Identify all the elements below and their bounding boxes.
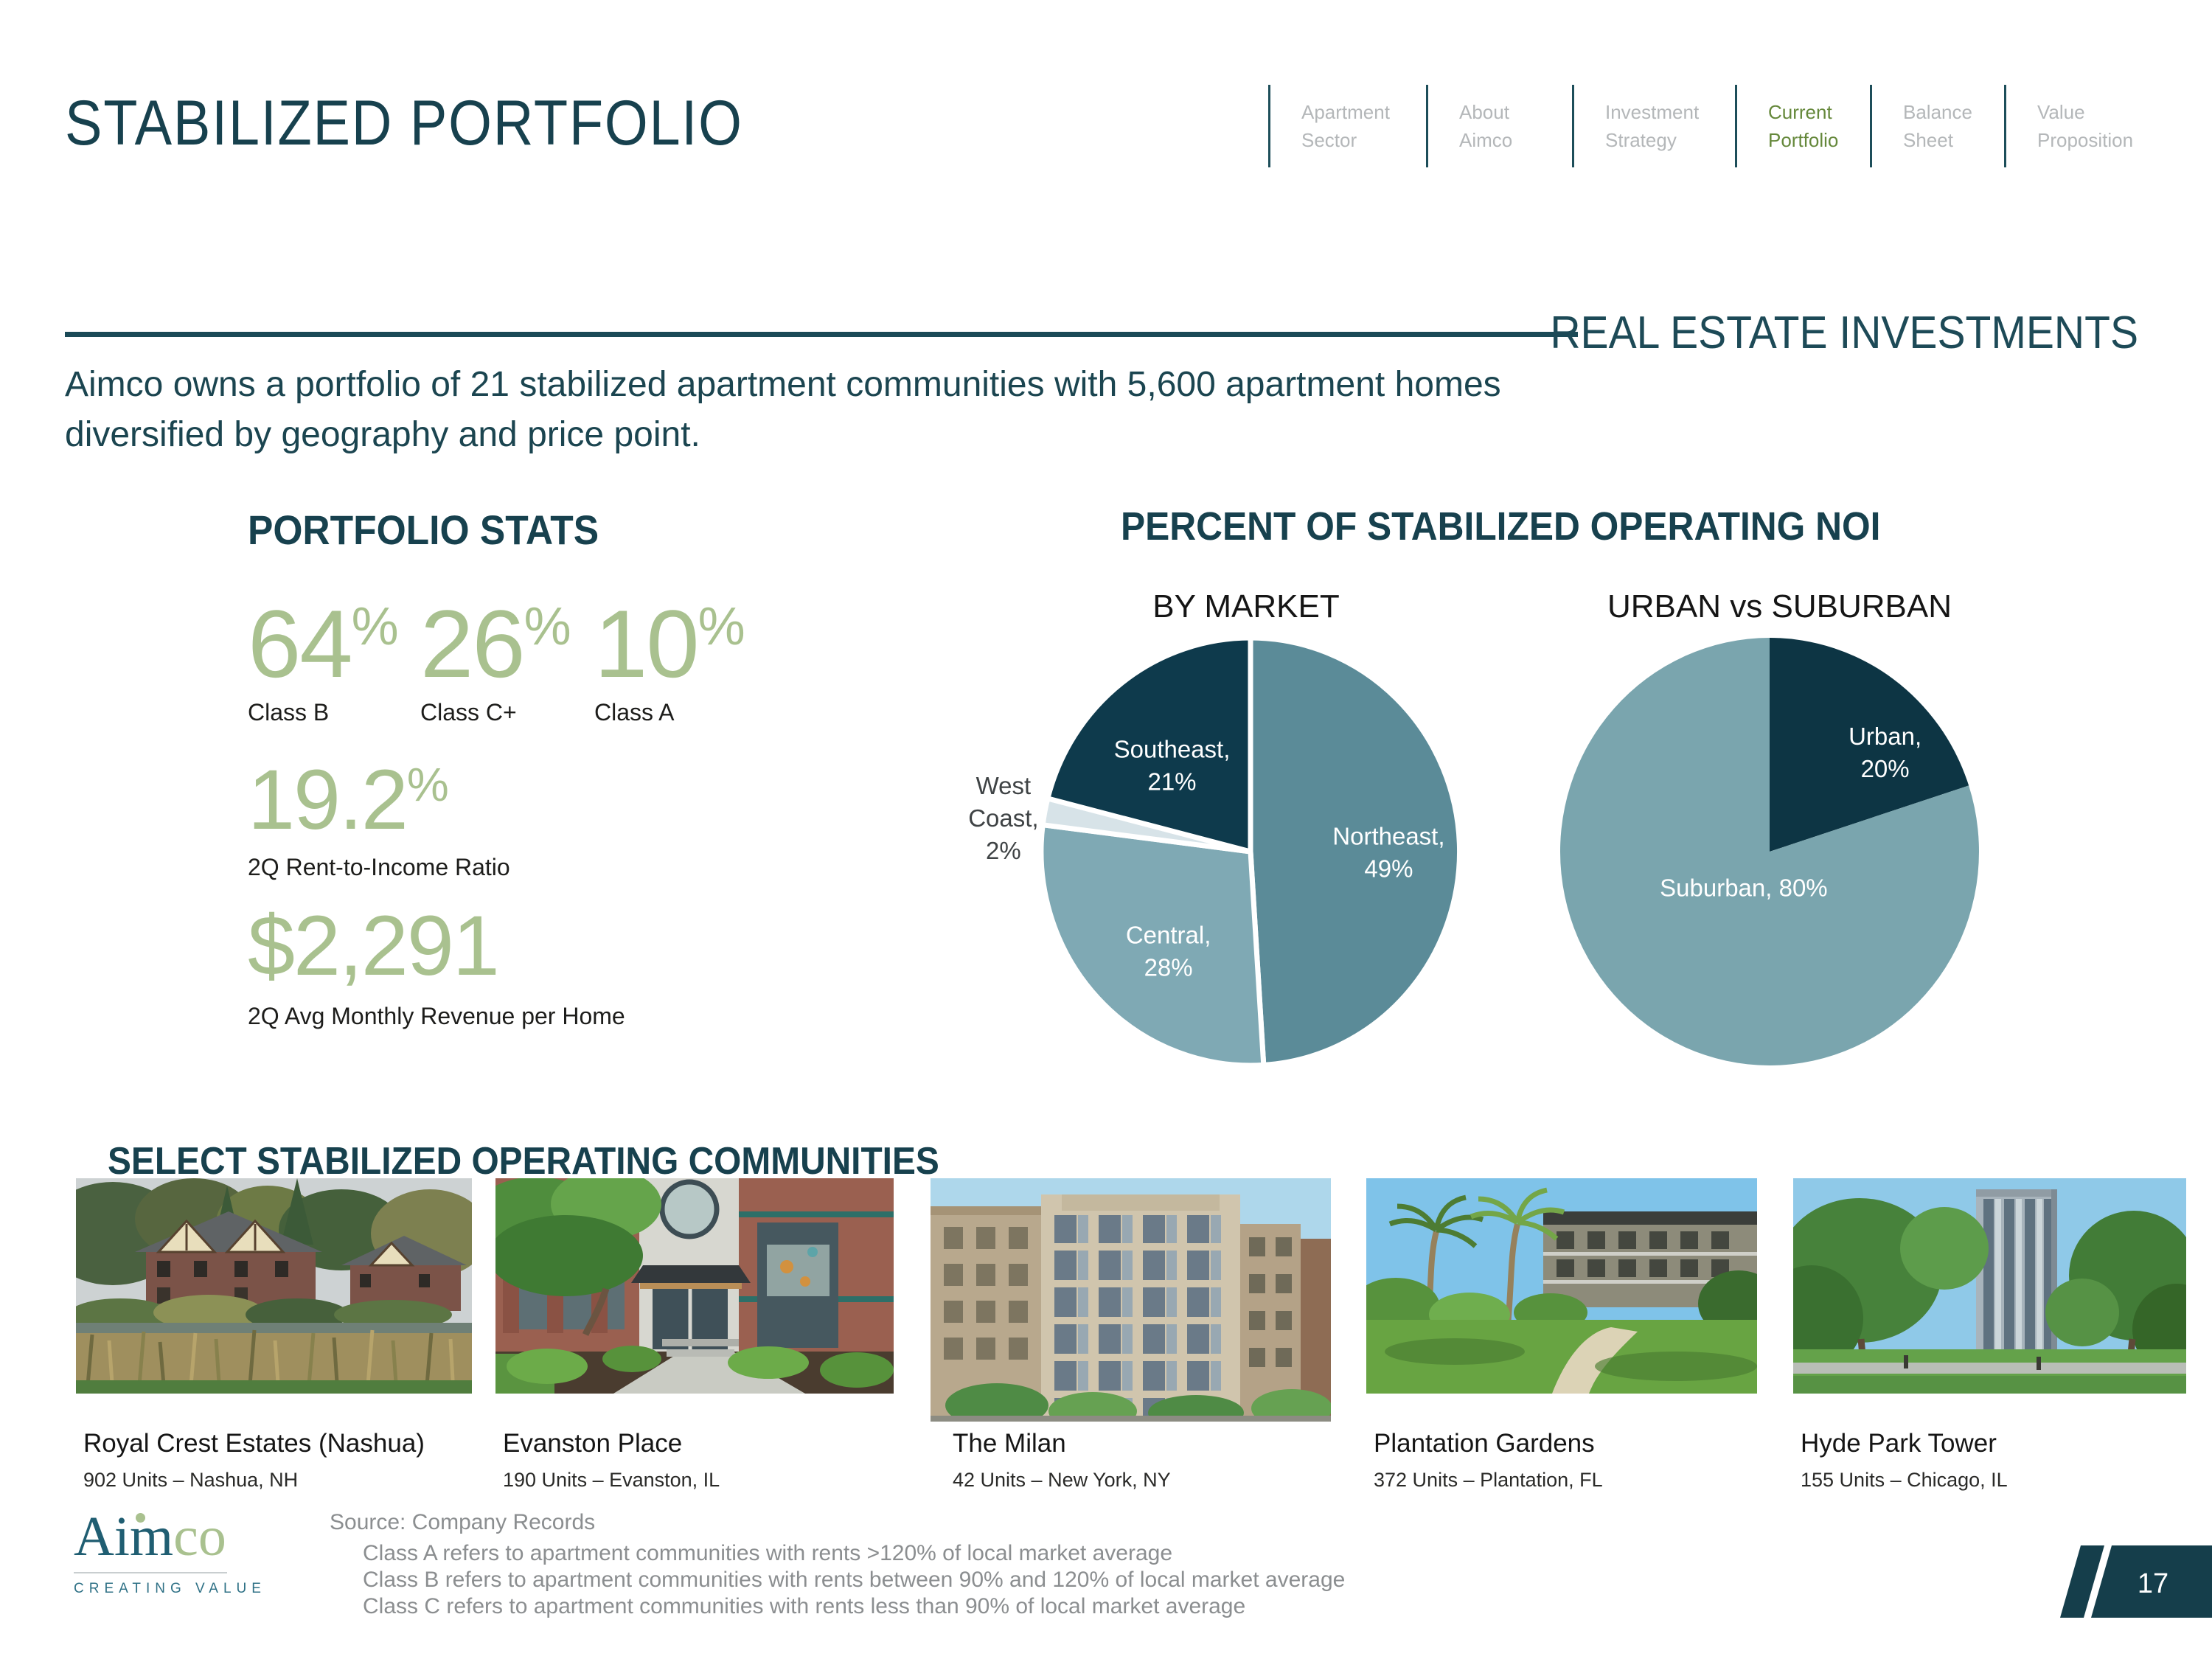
- logo-tagline: CREATING VALUE: [74, 1581, 266, 1596]
- pie-label-urban-0: Urban,: [1848, 723, 1921, 750]
- photo-hyde-park-tower: [1793, 1178, 2186, 1394]
- stat-class-b-label: Class B: [248, 699, 330, 726]
- caption-royal-crest-units: 902 Units – Nashua, NH: [83, 1469, 299, 1491]
- nav-item-about-aimco[interactable]: About Aimco: [1426, 85, 1572, 167]
- pie-slice-southeast: [1045, 635, 1253, 855]
- the-milan-illustration: [931, 1178, 1331, 1422]
- stat-rent-to-income-value: 19.2%: [248, 753, 449, 847]
- source-note: Source: Company Records: [330, 1510, 596, 1534]
- caption-evanston-units: 190 Units – Evanston, IL: [503, 1469, 720, 1491]
- caption-royal-crest-name: Royal Crest Estates (Nashua): [83, 1429, 425, 1458]
- pie-chart-by-market: Northeast, 49% Central, 28% West Coast, 2% Sout…: [968, 635, 1463, 1068]
- pie-label-southeast-1: 21%: [1147, 768, 1196, 795]
- photo-royal-crest-estates: [76, 1178, 472, 1394]
- caption-milan-units: 42 Units – New York, NY: [953, 1469, 1171, 1491]
- footnote-class-a: Class A refers to apartment communities …: [363, 1541, 1173, 1565]
- section-nav: Apartment Sector About Aimco Investment …: [1268, 85, 2183, 167]
- pie-label-urban-1: 20%: [1861, 755, 1910, 782]
- nav-item-apartment-sector[interactable]: Apartment Sector: [1268, 85, 1426, 167]
- nav-item-investment-strategy[interactable]: Investment Strategy: [1572, 85, 1735, 167]
- noi-heading: PERCENT OF STABILIZED OPERATING NOI: [1121, 504, 1881, 549]
- stat-class-a-value: 10%: [594, 590, 745, 698]
- evanston-place-illustration: [495, 1178, 894, 1394]
- pie-label-northeast-1: 49%: [1364, 855, 1413, 883]
- banner-stripe: [2060, 1545, 2104, 1618]
- pie-slice-central: [1038, 822, 1267, 1068]
- stat-class-a-label: Class A: [594, 699, 675, 726]
- nav-item-value-proposition[interactable]: Value Proposition: [2004, 85, 2183, 167]
- pie-label-west-coast-1: Coast,: [968, 804, 1038, 832]
- page-title: STABILIZED PORTFOLIO: [65, 88, 743, 159]
- stat-monthly-revenue-label: 2Q Avg Monthly Revenue per Home: [248, 1003, 625, 1029]
- pie-title-urban-suburban: URBAN vs SUBURBAN: [1607, 588, 1952, 625]
- footnote-class-b: Class B refers to apartment communities …: [363, 1568, 1346, 1592]
- aimco-logo: Aimco CREATING VALUE: [74, 1506, 266, 1597]
- aimco-logo-wordmark: Aimco: [74, 1506, 226, 1568]
- stat-class-c-label: Class C+: [420, 699, 517, 726]
- photo-plantation-gardens: [1366, 1178, 1757, 1394]
- plantation-gardens-illustration: [1366, 1178, 1757, 1394]
- caption-hyde-park-name: Hyde Park Tower: [1801, 1429, 1997, 1458]
- intro-paragraph: Aimco owns a portfolio of 21 stabilized …: [65, 365, 1501, 454]
- pie-label-northeast-0: Northeast,: [1332, 823, 1444, 850]
- section-label-real-estate-investments: REAL ESTATE INVESTMENTS: [1550, 307, 2138, 358]
- banner-block: [2091, 1545, 2212, 1618]
- stat-rent-to-income-label: 2Q Rent-to-Income Ratio: [248, 854, 510, 880]
- pie-slice-northeast: [1248, 635, 1463, 1068]
- pie-label-west-coast-0: West: [976, 772, 1032, 799]
- pie-label-central-1: 28%: [1144, 954, 1193, 981]
- pie-label-suburban-0: Suburban, 80%: [1660, 874, 1828, 901]
- pie-slice-urban: [1770, 638, 1969, 852]
- nav-item-balance-sheet[interactable]: Balance Sheet: [1870, 85, 2004, 167]
- pie-title-by-market: BY MARKET: [1152, 588, 1340, 625]
- communities-heading: SELECT STABILIZED OPERATING COMMUNITIES: [108, 1140, 939, 1183]
- royal-crest-illustration: [76, 1178, 472, 1394]
- caption-evanston-name: Evanston Place: [503, 1429, 683, 1458]
- pie-slice-suburban: [1559, 638, 1979, 1065]
- nav-item-current-portfolio[interactable]: Current Portfolio: [1735, 85, 1870, 167]
- stat-class-c-value: 26%: [420, 590, 571, 698]
- pie-chart-urban-vs-suburban: Urban, 20% Suburban, 80%: [1559, 638, 1979, 1065]
- photo-the-milan: [931, 1178, 1331, 1422]
- caption-plantation-units: 372 Units – Plantation, FL: [1374, 1469, 1603, 1491]
- caption-hyde-park-units: 155 Units – Chicago, IL: [1801, 1469, 2008, 1491]
- page-number: 17: [2138, 1568, 2168, 1599]
- logo-i-dot: [136, 1513, 145, 1523]
- portfolio-stats-heading: PORTFOLIO STATS: [248, 507, 599, 553]
- divider-line: [65, 332, 1578, 337]
- caption-plantation-name: Plantation Gardens: [1374, 1429, 1595, 1458]
- page-number-banner: 17: [2060, 1545, 2212, 1618]
- caption-milan-name: The Milan: [953, 1429, 1066, 1458]
- stat-monthly-revenue-value: $2,291: [248, 899, 500, 993]
- hyde-park-tower-illustration: [1793, 1178, 2186, 1394]
- photo-evanston-place: [495, 1178, 894, 1394]
- logo-rule: [74, 1572, 227, 1573]
- pie-label-southeast-0: Southeast,: [1114, 735, 1231, 762]
- footnote-class-c: Class C refers to apartment communities …: [363, 1594, 1246, 1618]
- stat-class-b-value: 64%: [248, 590, 399, 698]
- pie-label-central-0: Central,: [1126, 922, 1211, 949]
- pie-label-west-coast-2: 2%: [986, 837, 1021, 864]
